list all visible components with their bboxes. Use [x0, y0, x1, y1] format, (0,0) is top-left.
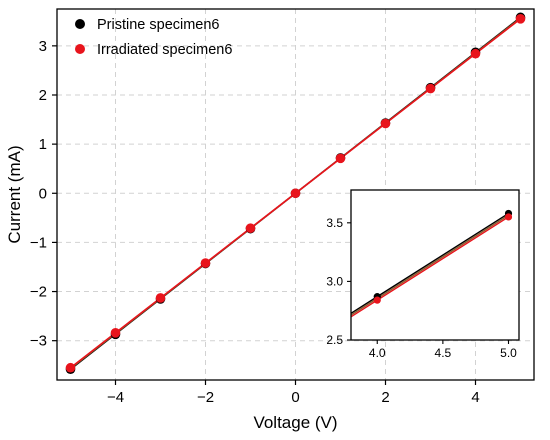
main-ticks: −4 −2 0 2 4 −3 −2 −1 0 1 2 3: [30, 38, 480, 406]
inset-plot-frame: [350, 189, 520, 341]
y-axis-label: Current (mA): [5, 145, 24, 243]
data-point-irradiated: [335, 153, 346, 164]
legend-label-irradiated: Irradiated specimen6: [97, 42, 232, 58]
y-tick-label: −2: [30, 284, 47, 301]
y-tick-label: 0: [39, 185, 47, 202]
data-point-irradiated: [65, 362, 76, 373]
inset-x-tick-label: 4.0: [369, 346, 386, 360]
legend: Pristine specimen6 Irradiated specimen6: [75, 17, 232, 58]
data-point-irradiated: [110, 328, 121, 338]
x-tick-label: 4: [471, 389, 479, 406]
inset-y-tick-label: 2.5: [326, 333, 343, 347]
x-tick-label: −2: [197, 389, 214, 406]
x-axis-label: Voltage (V): [253, 413, 337, 432]
y-tick-label: −3: [30, 333, 47, 350]
data-point-irradiated: [470, 48, 481, 59]
main-data-points: [65, 12, 526, 374]
inset-data-points: [373, 209, 513, 304]
inset-background: [351, 190, 519, 340]
y-tick-label: 2: [39, 87, 47, 104]
x-tick-label: −4: [107, 389, 124, 406]
data-point-irradiated: [380, 118, 391, 129]
data-point-irradiated: [245, 223, 256, 233]
legend-label-pristine: Pristine specimen6: [97, 17, 220, 33]
y-tick-label: −1: [30, 234, 47, 251]
data-point-irradiated: [290, 188, 301, 199]
inset-data-point-irradiated: [504, 213, 513, 221]
y-tick-label: 1: [39, 136, 47, 153]
legend-marker-irradiated: [75, 44, 85, 54]
data-point-irradiated: [425, 83, 436, 94]
inset-y-tick-label: 3.5: [326, 216, 343, 230]
inset-y-tick-label: 3.0: [326, 274, 343, 288]
legend-marker-pristine: [75, 19, 85, 29]
inset-x-tick-label: 4.5: [435, 346, 452, 360]
data-point-irradiated: [200, 258, 211, 268]
data-point-irradiated: [515, 14, 526, 24]
x-tick-label: 2: [381, 389, 389, 406]
data-point-irradiated: [155, 293, 166, 303]
inset-data-point-irradiated: [373, 296, 381, 304]
x-tick-label: 0: [291, 389, 299, 406]
y-tick-label: 3: [39, 38, 47, 55]
inset-x-tick-label: 5.0: [500, 346, 517, 360]
inset-ticks: 4.0 4.5 5.0 2.5 3.0 3.5: [326, 216, 517, 360]
inset-chart: 4.0 4.5 5.0 2.5 3.0 3.5: [326, 189, 520, 360]
